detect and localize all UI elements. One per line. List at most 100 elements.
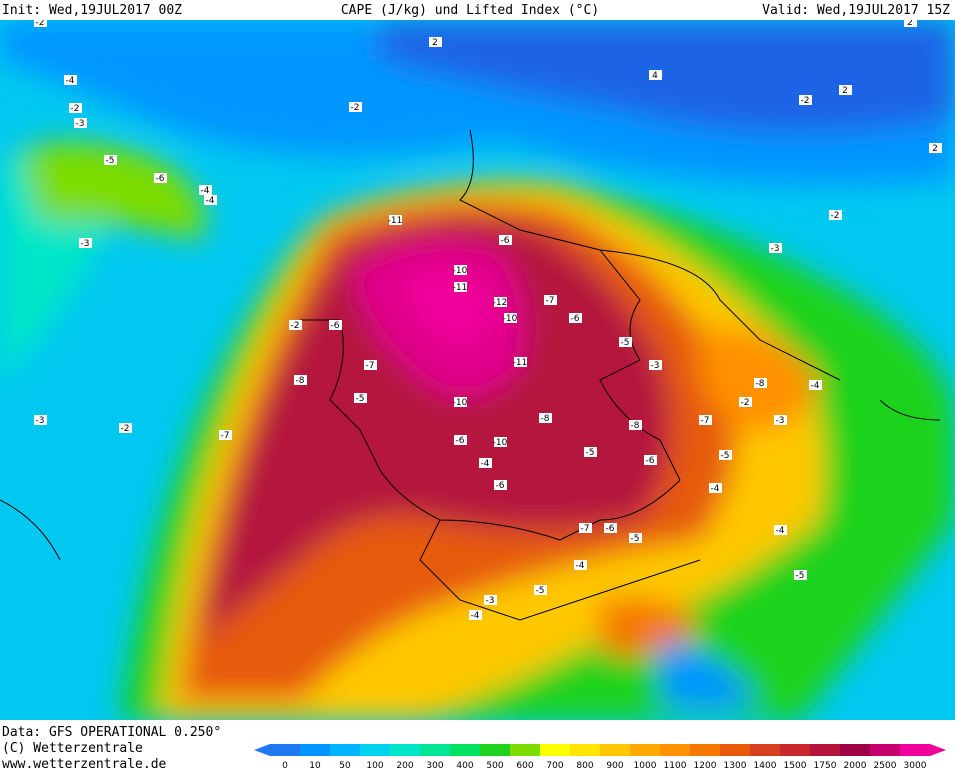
li-label-box [74, 118, 87, 128]
li-label: -8 [756, 379, 765, 389]
website: www.wetterzentrale.de [2, 757, 167, 770]
li-label-box [544, 295, 557, 305]
li-label-box [119, 423, 132, 433]
li-label-box [494, 480, 507, 490]
li-label-box [579, 523, 592, 533]
li-label: -6 [496, 481, 505, 491]
li-label-box [504, 313, 517, 323]
colorbar-swatch [840, 744, 871, 756]
colorbar-arrow-right [930, 744, 946, 756]
colorbar-label: 1400 [754, 761, 777, 770]
colorbar-label: 400 [456, 761, 473, 770]
colorbar-label: 1300 [724, 761, 747, 770]
colorbar-swatch [540, 744, 571, 756]
li-label: -11 [453, 283, 468, 293]
li-label-box [289, 320, 302, 330]
colorbar-label: 10 [309, 761, 321, 770]
li-label-box [199, 185, 212, 195]
li-label: -2 [741, 398, 750, 408]
li-label: -12 [493, 298, 508, 308]
li-label: -5 [621, 338, 630, 348]
li-label: -3 [36, 416, 45, 426]
li-label: -7 [701, 416, 710, 426]
li-label-box [629, 420, 642, 430]
colorbar-swatch [810, 744, 841, 756]
li-label-box [534, 585, 547, 595]
li-label-box [644, 455, 657, 465]
li-label-box [709, 483, 722, 493]
li-label-box [454, 435, 467, 445]
li-label-box [154, 173, 167, 183]
li-label-box [699, 415, 712, 425]
colorbar-swatch [690, 744, 721, 756]
li-label-box [584, 447, 597, 457]
colorbar-label: 1500 [784, 761, 807, 770]
li-label: -2 [801, 96, 810, 106]
colorbar-label: 0 [282, 761, 288, 770]
colorbar-swatch [390, 744, 421, 756]
li-label: -2 [121, 424, 130, 434]
li-label: -4 [576, 561, 585, 571]
li-label: -10 [503, 314, 518, 324]
li-label: -10 [453, 398, 468, 408]
li-label: -11 [388, 216, 403, 226]
colorbar-swatch [300, 744, 331, 756]
li-label-box [809, 380, 822, 390]
colorbar-swatch [570, 744, 601, 756]
li-label: -10 [493, 438, 508, 448]
li-label-box [794, 570, 807, 580]
copyright: (C) Wetterzentrale [2, 741, 143, 756]
li-label-box [649, 360, 662, 370]
li-label-box [104, 155, 117, 165]
li-label: -3 [486, 596, 495, 606]
li-label-box [479, 458, 492, 468]
li-label-box [349, 102, 362, 112]
colorbar-label: 50 [339, 761, 351, 770]
li-label-box [34, 20, 47, 27]
li-label: -4 [811, 381, 820, 391]
li-label-box [539, 413, 552, 423]
li-label: -5 [356, 394, 365, 404]
colorbar-arrow-left [254, 744, 270, 756]
li-label: -4 [206, 196, 215, 206]
li-label: -8 [296, 376, 305, 386]
li-label-box [494, 437, 507, 447]
li-label: -6 [331, 321, 340, 331]
li-label-box [79, 238, 92, 248]
li-label-box [64, 75, 77, 85]
colorbar-label: 1750 [814, 761, 837, 770]
li-label: -4 [711, 484, 720, 494]
colorbar-label: 600 [516, 761, 533, 770]
li-label-box [839, 85, 852, 95]
li-label: -3 [81, 239, 90, 249]
li-label: -4 [201, 186, 210, 196]
li-label-box [574, 560, 587, 570]
colorbar-swatch [750, 744, 781, 756]
li-label: -3 [771, 244, 780, 254]
colorbar-swatch [870, 744, 901, 756]
li-label-box [649, 70, 662, 80]
colorbar-swatch [420, 744, 451, 756]
li-label: 2 [842, 86, 848, 96]
colorbar-swatch [480, 744, 511, 756]
colorbar-label: 700 [546, 761, 563, 770]
li-label-box [719, 450, 732, 460]
valid-time: Valid: Wed,19JUL2017 15Z [762, 3, 950, 18]
li-label-box [499, 235, 512, 245]
li-label: -2 [36, 18, 45, 28]
colorbar-swatch [600, 744, 631, 756]
li-label: -5 [536, 586, 545, 596]
li-label: -2 [831, 211, 840, 221]
li-label-box [69, 103, 82, 113]
li-label: -3 [651, 361, 660, 371]
colorbar-label: 200 [396, 761, 413, 770]
li-label-box [429, 37, 442, 47]
colorbar-swatch [270, 744, 301, 756]
colorbar-label: 3000 [904, 761, 927, 770]
colorbar-swatch [360, 744, 391, 756]
colorbar-swatch [450, 744, 481, 756]
li-label: -6 [456, 436, 465, 446]
li-label: -2 [71, 104, 80, 114]
li-label: -8 [631, 421, 640, 431]
